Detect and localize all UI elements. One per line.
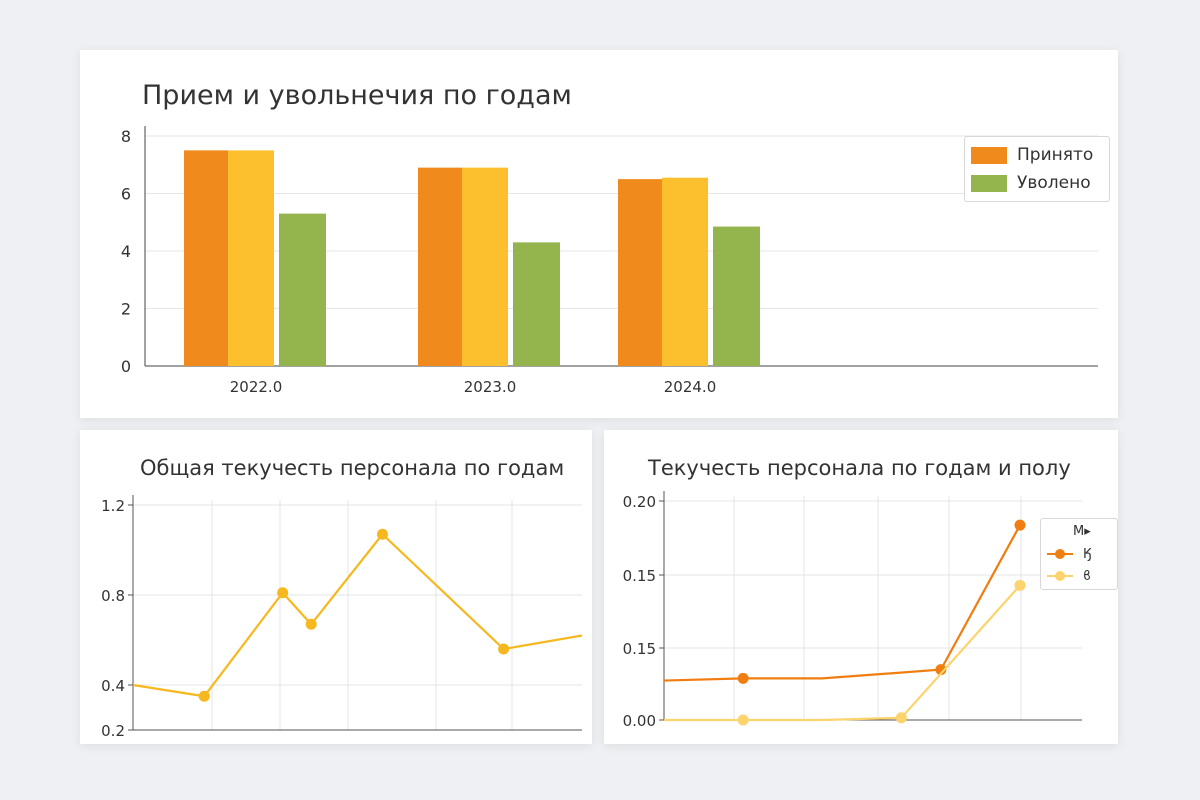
legend-label: ϐ (1083, 568, 1091, 584)
x-tick-label: 2022.0 (230, 378, 283, 396)
bar (662, 177, 708, 366)
x-tick-label: 2024.0 (664, 378, 717, 396)
bar (713, 226, 760, 366)
overall-turnover-chart-card: Общая текучесть персонала по годам 0.2 0.… (80, 430, 592, 744)
bar (279, 213, 326, 366)
y-tick-label: 0.15 (623, 567, 656, 585)
y-tick-label: 0 (121, 357, 131, 376)
data-point (277, 587, 289, 599)
series-line (664, 584, 1021, 722)
hiring-firing-chart-card: Прием и увольнечия по годам 0 2 4 6 8 2022.0 2… (80, 50, 1118, 418)
data-point (935, 664, 947, 676)
line-chart: 0.00 0.15 0.15 0.20 (623, 491, 1082, 730)
bar (513, 242, 560, 366)
legend-title: М▸ (1073, 524, 1091, 539)
legend-label: Принято (1017, 145, 1094, 165)
bar (418, 167, 462, 366)
data-point (1014, 579, 1026, 591)
data-point (305, 618, 317, 630)
chart-title: Текучесть персонала по годам и полу (648, 456, 1071, 480)
legend-marker (1047, 548, 1073, 560)
legend-label: Уволено (1017, 173, 1091, 193)
legend-marker (1047, 570, 1073, 582)
y-tick-label: 2 (121, 300, 131, 319)
legend-swatch (971, 174, 1007, 192)
chart-title: Общая текучесть персонала по годам (140, 456, 565, 480)
legend-item: Ӄ (1047, 543, 1111, 565)
x-tick-label: 2023.0 (464, 378, 517, 396)
data-point (498, 643, 510, 655)
chart-title: Прием и увольнечия по годам (142, 80, 572, 111)
data-point (895, 712, 907, 724)
data-point (737, 672, 749, 684)
y-tick-label: 0.15 (623, 640, 656, 658)
y-tick-label: 0.4 (101, 677, 125, 695)
y-tick-label: 0.20 (623, 493, 656, 511)
data-point (198, 690, 210, 702)
data-point (376, 528, 388, 540)
series-line (132, 532, 583, 698)
y-tick-label: 0.8 (101, 587, 125, 605)
chart-legend: Принято Уволено (964, 136, 1110, 202)
bar (462, 167, 508, 366)
y-tick-label: 0.2 (101, 722, 125, 740)
chart-legend: М▸ Ӄ ϐ (1040, 518, 1118, 590)
bar-chart: 0 2 4 6 8 2022.0 2023.0 2024.0 (121, 126, 1098, 396)
y-tick-label: 6 (121, 185, 131, 204)
legend-label: Ӄ (1083, 546, 1092, 562)
legend-swatch (971, 146, 1007, 164)
series-line (663, 524, 1021, 682)
bar (184, 150, 228, 366)
bar (618, 179, 662, 366)
legend-item: ϐ (1047, 565, 1111, 587)
y-tick-label: 8 (121, 127, 131, 146)
bar (228, 150, 274, 366)
y-tick-label: 1.2 (101, 497, 125, 515)
data-point (1014, 519, 1026, 531)
turnover-by-gender-chart-card: Текучесть персонала по годам и полу 0.00… (604, 430, 1118, 744)
data-point (737, 714, 749, 726)
y-tick-label: 0.00 (623, 712, 656, 730)
legend-item: Принято (971, 141, 1103, 169)
line-chart: 0.2 0.4 0.8 1.2 (101, 495, 583, 740)
legend-item: Уволено (971, 169, 1103, 197)
y-tick-label: 4 (121, 242, 131, 261)
